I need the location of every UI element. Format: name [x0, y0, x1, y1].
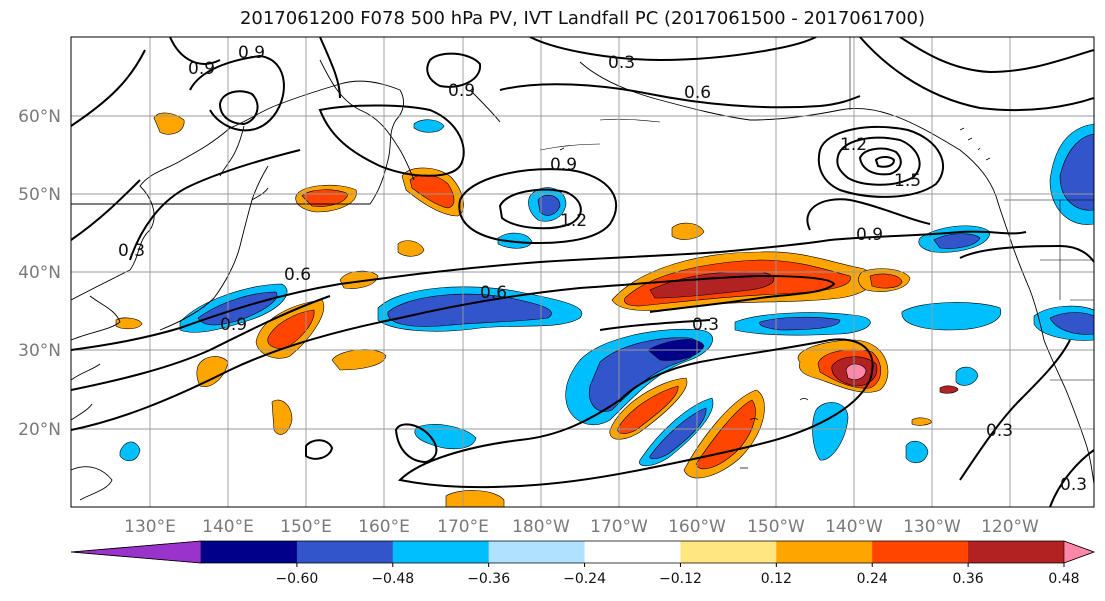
positive-anomaly-band-peak [649, 271, 775, 299]
contour-1.2-gulf [817, 125, 945, 198]
lon-label: 130°E [124, 517, 176, 537]
colorbar-extend-max [1063, 540, 1095, 564]
alaska-coastline [319, 59, 997, 197]
contour-0.3-north [71, 37, 341, 127]
lon-label: 140°E [202, 517, 254, 537]
contour-0.3-north-pacific [529, 37, 817, 62]
contour-label: 0.3 [986, 421, 1013, 441]
colorbar-tick-label: −0.48 [371, 571, 414, 587]
contour-label: 0.3 [118, 241, 145, 261]
contour-label: 0.6 [480, 283, 507, 303]
colorbar-tick-label: 0.36 [953, 571, 984, 587]
lon-label: 150°W [747, 517, 805, 537]
contour-1.2-low [498, 188, 582, 230]
contour-label: 0.3 [692, 315, 719, 335]
contour-label: 0.9 [448, 81, 475, 101]
contour-0.9-gulf [806, 198, 931, 231]
lon-label: 180°W [512, 517, 570, 537]
colorbar-segment [584, 541, 681, 563]
contour-0.6-ne [859, 37, 1094, 112]
contour-label: 0.9 [550, 155, 577, 175]
map-border [70, 36, 1095, 508]
contour-label: 0.3 [608, 53, 635, 73]
colorbar-tick-label: −0.24 [563, 571, 606, 587]
colorbar-segment [392, 541, 490, 563]
contour-0.9-west-coast [959, 244, 1094, 263]
contour-label: 0.3 [1060, 475, 1087, 495]
contour-labels: 0.9 0.9 0.9 0.3 0.6 0.9 1.2 1.2 1.5 0.9 … [118, 43, 1087, 495]
colorbar-segment [296, 541, 394, 563]
colorbar [70, 540, 1096, 564]
latitude-labels: 60°N 50°N 40°N 30°N 20°N [18, 107, 61, 440]
colorbar-segment [201, 541, 298, 563]
lon-label: 160°W [668, 517, 726, 537]
contour-label: 1.5 [894, 171, 921, 191]
colorbar-segment [488, 541, 586, 563]
asia-coastline [71, 80, 404, 301]
contour-0.3-east [959, 339, 1071, 481]
contour-0.3-subtropic [397, 338, 874, 489]
lon-label: 170°E [437, 517, 489, 537]
contour-0.9-nw [189, 54, 285, 132]
colorbar-extend-min [70, 540, 202, 564]
colorbar-ticks: −0.60 −0.48 −0.36 −0.24 −0.12 0.12 0.24 0.36 0.4… [275, 563, 1080, 587]
colorbar-outline [70, 540, 1096, 564]
map-title: 2017061200 F078 500 hPa PV, IVT Landfall… [239, 8, 926, 29]
colorbar-tick-label: 0.12 [761, 571, 792, 587]
contour-0.9-north [426, 52, 482, 88]
lon-label: 140°W [825, 517, 883, 537]
lon-label: 130°W [903, 517, 961, 537]
lon-label: 170°W [590, 517, 648, 537]
map-layers: 0.9 0.9 0.9 0.3 0.6 0.9 1.2 1.2 1.5 0.9 … [71, 37, 1094, 507]
lat-label: 40°N [18, 263, 61, 283]
contour-0.3-jet [71, 274, 836, 431]
contour-label: 0.9 [220, 315, 247, 335]
colorbar-segment [968, 541, 1065, 563]
contour-0.9-low [458, 168, 617, 244]
coastlines [71, 37, 1094, 501]
lat-label: 30°N [18, 341, 61, 361]
contour-0.9-ne [899, 37, 1094, 74]
colorbar-tick-label: 0.24 [857, 571, 888, 587]
colorbar-segment [872, 541, 969, 563]
contour-label: 0.6 [684, 83, 711, 103]
contour-0.6-jet [71, 230, 1027, 351]
lon-label: 160°E [358, 517, 410, 537]
contour-0.6-north-pacific [499, 83, 861, 109]
contour-1.5-gulf [858, 147, 902, 176]
colorbar-segment [680, 541, 777, 563]
contour-label: 0.9 [188, 59, 215, 79]
longitude-labels: 130°E 140°E 150°E 160°E 170°E 180°W 170°… [124, 517, 1039, 537]
colorbar-tick-label: −0.36 [467, 571, 510, 587]
pv-contours [71, 37, 1094, 507]
lon-label: 120°W [981, 517, 1039, 537]
lon-label: 150°E [280, 517, 332, 537]
colorbar-tick-label: −0.60 [275, 571, 318, 587]
lat-label: 50°N [18, 185, 61, 205]
lat-label: 20°N [18, 420, 61, 440]
contour-label: 1.2 [560, 211, 587, 231]
lat-label: 60°N [18, 107, 61, 127]
contour-label: 0.9 [856, 225, 883, 245]
colorbar-segment [776, 541, 873, 563]
colorbar-tick-label: 0.48 [1048, 571, 1079, 587]
japan-coastline [159, 165, 269, 331]
contour-label: 0.6 [284, 265, 311, 285]
contour-label: 1.2 [840, 135, 867, 155]
contour-label: 0.9 [238, 43, 265, 63]
shaded-anomaly-blobs [115, 112, 1094, 507]
gridlines [71, 37, 1094, 507]
north-america-coastline [995, 195, 1094, 485]
colorbar-tick-label: −0.12 [659, 571, 702, 587]
